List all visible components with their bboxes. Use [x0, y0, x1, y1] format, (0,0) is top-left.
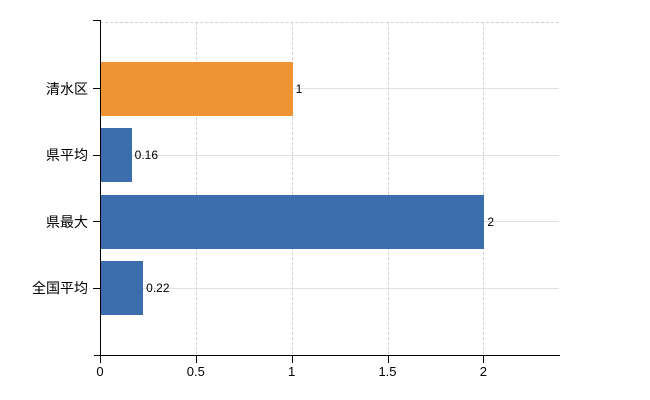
y-axis-tick [93, 287, 100, 289]
plot-top-border [100, 22, 559, 23]
y-axis-tick [93, 221, 100, 223]
bar-value-label: 0.16 [134, 148, 159, 163]
bar [101, 261, 144, 316]
x-tick-label: 0 [96, 364, 104, 379]
y-axis-tick [93, 154, 100, 156]
horizontal-gridline [100, 154, 559, 156]
bar [101, 61, 293, 116]
x-axis-line [94, 355, 560, 356]
vertical-gridline [483, 22, 485, 355]
horizontal-gridline [100, 88, 559, 90]
vertical-gridline [195, 22, 197, 355]
vertical-gridline [291, 22, 293, 355]
x-axis-tick [387, 356, 389, 363]
bar [101, 194, 485, 249]
bar-value-label: 0.22 [146, 281, 170, 296]
bar-value-label: 1 [295, 81, 303, 96]
category-label: 県最大 [46, 213, 88, 230]
x-axis-tick [483, 356, 485, 363]
category-label: 全国平均 [32, 280, 88, 297]
x-tick-label: 2 [479, 364, 487, 379]
x-axis-tick [195, 356, 197, 363]
category-label: 清水区 [46, 80, 88, 97]
y-axis-top-tick [93, 20, 100, 21]
vertical-gridline [387, 22, 389, 355]
x-axis-tick [291, 356, 293, 363]
bar-value-label: 2 [487, 214, 495, 229]
category-label: 県平均 [46, 147, 88, 164]
horizontal-gridline [100, 287, 559, 289]
x-axis-tick [100, 356, 101, 363]
x-tick-label: 1 [288, 364, 296, 379]
y-axis-line [100, 20, 101, 355]
x-tick-label: 0.5 [186, 364, 205, 379]
y-axis-tick [93, 88, 100, 90]
bar [101, 128, 132, 183]
x-tick-label: 1.5 [378, 364, 397, 379]
